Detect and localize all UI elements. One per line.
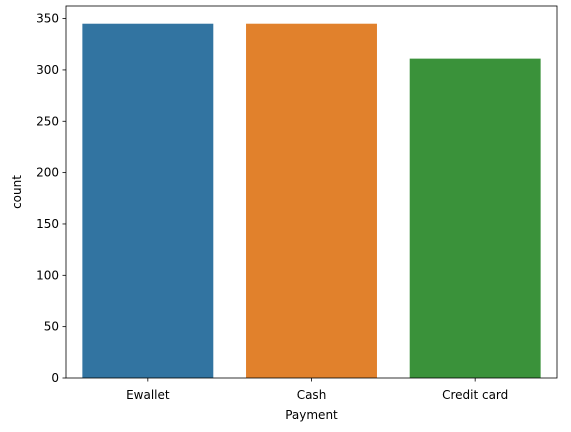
y-axis-ticks: 0 50 100 150 200 250 300 350 — [36, 12, 66, 385]
y-tick-label: 100 — [36, 268, 59, 282]
y-tick-label: 300 — [36, 63, 59, 77]
bar-ewallet — [82, 23, 214, 378]
x-tick-label: Ewallet — [126, 388, 170, 402]
bar-credit-card — [409, 58, 541, 379]
x-tick-label: Credit card — [442, 388, 508, 402]
x-axis-ticks: Ewallet Cash Credit card — [126, 378, 508, 402]
bar-cash — [246, 23, 377, 378]
plot-frame — [65, 5, 558, 379]
y-tick-label: 0 — [51, 371, 59, 385]
y-tick-label: 150 — [36, 217, 59, 231]
y-tick-label: 350 — [36, 12, 59, 26]
y-tick-label: 50 — [44, 320, 59, 334]
y-tick-label: 250 — [36, 114, 59, 128]
y-tick-label: 200 — [36, 166, 59, 180]
bars-group — [82, 23, 541, 379]
x-axis-title: Payment — [285, 408, 338, 422]
x-tick-label: Cash — [297, 388, 327, 402]
y-axis-title: count — [10, 175, 24, 209]
